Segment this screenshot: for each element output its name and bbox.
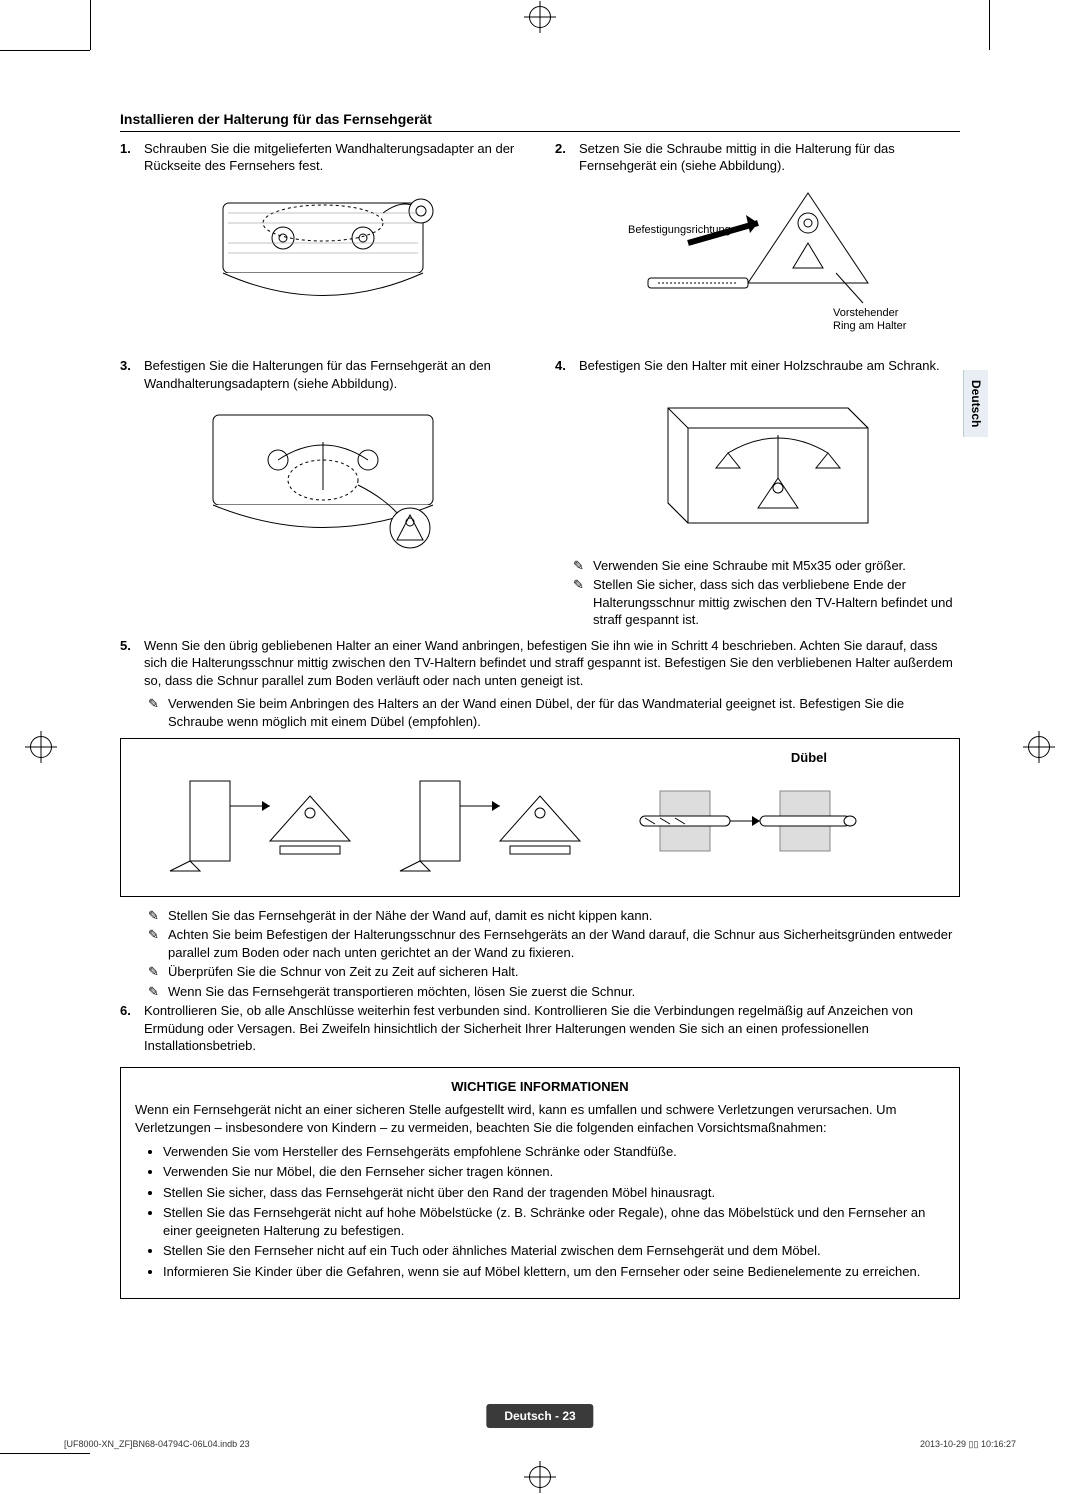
- step-text: Befestigen Sie den Halter mit einer Holz…: [579, 357, 940, 375]
- page-number-badge: Deutsch - 23: [486, 1404, 593, 1428]
- step-6: 6. Kontrollieren Sie, ob alle Anschlüsse…: [120, 1002, 960, 1055]
- note-5a: ✎ Verwenden Sie beim Anbringen des Halte…: [148, 695, 960, 730]
- registration-mark-icon: [529, 1466, 551, 1488]
- info-bullet: Informieren Sie Kinder über die Gefahren…: [163, 1263, 945, 1281]
- crop-mark: [90, 0, 91, 50]
- dubel-illustration: [133, 771, 947, 881]
- step-number: 4.: [555, 357, 573, 375]
- info-bullet: Stellen Sie den Fernseher nicht auf ein …: [163, 1242, 945, 1260]
- crop-mark: [989, 0, 990, 50]
- illustration-step-4: [555, 383, 960, 543]
- step-3: 3. Befestigen Sie die Halterungen für da…: [120, 357, 525, 392]
- crop-mark: [0, 50, 90, 51]
- info-bullet: Stellen Sie das Fernsehgerät nicht auf h…: [163, 1204, 945, 1239]
- step-5: 5. Wenn Sie den übrig gebliebenen Halter…: [120, 637, 960, 690]
- step-text: Setzen Sie die Schraube mittig in die Ha…: [579, 140, 960, 175]
- note-text: Verwenden Sie beim Anbringen des Halters…: [168, 695, 960, 730]
- illustration-step-3: [120, 400, 525, 560]
- dubel-diagram-box: Dübel: [120, 738, 960, 896]
- note-4b: ✎ Stellen Sie sicher, dass sich das verb…: [573, 576, 960, 629]
- step-4: 4. Befestigen Sie den Halter mit einer H…: [555, 357, 960, 375]
- step-2: 2. Setzen Sie die Schraube mittig in die…: [555, 140, 960, 175]
- important-info-box: WICHTIGE INFORMATIONEN Wenn ein Fernsehg…: [120, 1067, 960, 1299]
- info-bullet: Verwenden Sie nur Möbel, die den Fernseh…: [163, 1163, 945, 1181]
- info-title: WICHTIGE INFORMATIONEN: [135, 1078, 945, 1096]
- step-number: 3.: [120, 357, 138, 392]
- note-text: Verwenden Sie eine Schraube mit M5x35 od…: [593, 557, 906, 575]
- label-ring-1: Vorstehender: [833, 307, 899, 319]
- label-ring-2: Ring am Halter: [833, 320, 907, 332]
- step-text: Kontrollieren Sie, ob alle Anschlüsse we…: [144, 1002, 960, 1055]
- step-text: Wenn Sie den übrig gebliebenen Halter an…: [144, 637, 960, 690]
- note-5b4: ✎ Wenn Sie das Fernsehgerät transportier…: [148, 983, 960, 1001]
- info-bullet: Verwenden Sie vom Hersteller des Fernseh…: [163, 1143, 945, 1161]
- step-number: 6.: [120, 1002, 138, 1055]
- note-text: Überprüfen Sie die Schnur von Zeit zu Ze…: [168, 963, 518, 981]
- registration-mark-icon: [1028, 736, 1050, 758]
- info-intro: Wenn ein Fernsehgerät nicht an einer sic…: [135, 1101, 945, 1136]
- note-4a: ✎ Verwenden Sie eine Schraube mit M5x35 …: [573, 557, 960, 575]
- note-icon: ✎: [573, 557, 587, 575]
- note-5b2: ✎ Achten Sie beim Befestigen der Halteru…: [148, 926, 960, 961]
- note-icon: ✎: [148, 963, 162, 981]
- note-icon: ✎: [148, 695, 162, 730]
- row-steps-3-4: 3. Befestigen Sie die Halterungen für da…: [120, 357, 960, 631]
- step-number: 5.: [120, 637, 138, 690]
- dubel-title: Dübel: [133, 749, 827, 767]
- footer-timestamp: 2013-10-29 ▯▯ 10:16:27: [920, 1438, 1016, 1450]
- note-icon: ✎: [573, 576, 587, 629]
- note-text: Stellen Sie das Fernsehgerät in der Nähe…: [168, 907, 652, 925]
- registration-mark-icon: [529, 6, 551, 28]
- note-text: Stellen Sie sicher, dass sich das verbli…: [593, 576, 960, 629]
- note-icon: ✎: [148, 926, 162, 961]
- crop-mark: [0, 1453, 90, 1454]
- note-icon: ✎: [148, 907, 162, 925]
- step-text: Befestigen Sie die Halterungen für das F…: [144, 357, 525, 392]
- note-5b1: ✎ Stellen Sie das Fernsehgerät in der Nä…: [148, 907, 960, 925]
- registration-mark-icon: [30, 736, 52, 758]
- step-1: 1. Schrauben Sie die mitgelieferten Wand…: [120, 140, 525, 175]
- note-text: Wenn Sie das Fernsehgerät transportieren…: [168, 983, 635, 1001]
- step-number: 2.: [555, 140, 573, 175]
- section-title: Installieren der Halterung für das Ferns…: [120, 110, 960, 132]
- note-text: Achten Sie beim Befestigen der Halterung…: [168, 926, 960, 961]
- step-text: Schrauben Sie die mitgelieferten Wandhal…: [144, 140, 525, 175]
- note-icon: ✎: [148, 983, 162, 1001]
- note-5b3: ✎ Überprüfen Sie die Schnur von Zeit zu …: [148, 963, 960, 981]
- language-tab: Deutsch: [963, 370, 988, 437]
- step-number: 1.: [120, 140, 138, 175]
- info-bullet: Stellen Sie sicher, dass das Fernsehgerä…: [163, 1184, 945, 1202]
- illustration-step-1: [120, 183, 525, 313]
- footer-filename: [UF8000-XN_ZF]BN68-04794C-06L04.indb 23: [64, 1438, 250, 1450]
- row-steps-1-2: 1. Schrauben Sie die mitgelieferten Wand…: [120, 140, 960, 357]
- illustration-step-2: Befestigungsrichtung Vorstehender Ring a…: [555, 183, 960, 343]
